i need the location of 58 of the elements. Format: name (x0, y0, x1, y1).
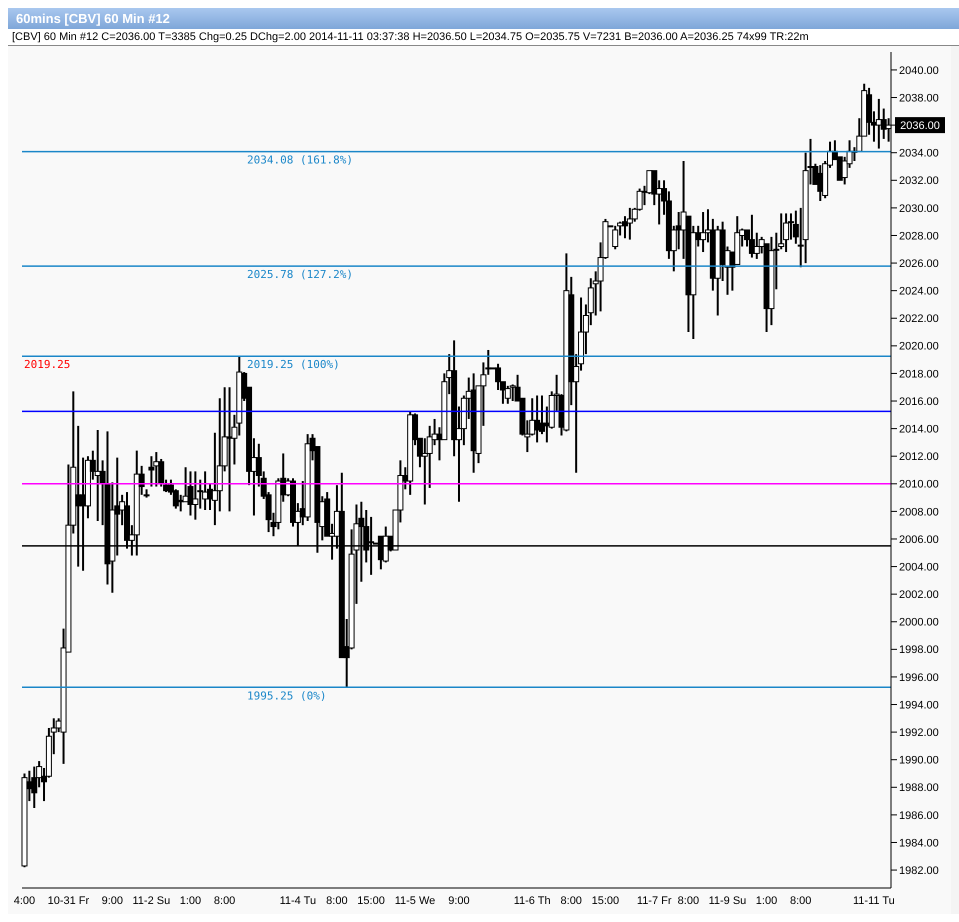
y-tick-label: 2004.00 (899, 561, 939, 574)
x-tick-label: 11-4 Tu (280, 894, 316, 907)
y-tick-label: 2034.00 (899, 148, 939, 160)
x-tick-label: 11-11 Tu (853, 894, 895, 907)
y-tick-label: 2038.00 (899, 92, 939, 104)
x-tick-label: 8:00 (790, 894, 812, 907)
ref-line-label: 1995.25 (0%) (247, 689, 326, 702)
annotation: 2019.25 (24, 358, 70, 372)
y-tick-label: 2012.00 (899, 451, 939, 464)
y-tick-label: 1996.00 (899, 672, 939, 684)
y-tick-label: 2014.00 (899, 424, 939, 436)
chart-title: 60mins [CBV] 60 Min #12 (8, 8, 959, 29)
y-tick-label: 1986.00 (899, 810, 939, 822)
x-tick-label: 11-7 Fr (636, 894, 672, 907)
y-tick-label: 2008.00 (899, 506, 939, 518)
y-tick-label: 2024.00 (899, 286, 939, 298)
x-tick-label: 4:00 (14, 894, 36, 907)
y-tick-label: 1982.00 (899, 864, 939, 877)
y-tick-label: 1988.00 (899, 782, 939, 794)
x-tick-label: 9:00 (102, 894, 124, 907)
y-tick-label: 2018.00 (899, 368, 939, 380)
y-tick-label: 2002.00 (899, 589, 939, 602)
x-tick-label: 11-9 Su (708, 894, 746, 907)
y-tick-label: 1992.00 (899, 727, 939, 740)
y-tick-label: 2032.00 (899, 175, 939, 188)
x-tick-label: 1:00 (180, 894, 202, 907)
y-tick-label: 2016.00 (899, 396, 939, 408)
x-tick-label: 8:00 (326, 894, 348, 907)
y-tick-label: 2010.00 (899, 478, 939, 491)
y-tick-label: 2020.00 (899, 340, 939, 353)
x-tick-label: 1:00 (756, 894, 778, 907)
y-tick-label: 2022.00 (899, 313, 939, 326)
ref-line-label: 2034.08 (161.8%) (247, 154, 353, 167)
y-tick-label: 2026.00 (899, 258, 939, 270)
y-tick-label: 1994.00 (899, 699, 939, 712)
y-tick-label: 2000.00 (899, 616, 939, 629)
y-tick-label: 2028.00 (899, 230, 939, 242)
x-tick-label: 9:00 (448, 894, 470, 907)
y-tick-label: 1990.00 (899, 754, 939, 767)
x-tick-label: 11-5 We (394, 894, 436, 907)
x-tick-label: 10-31 Fr (48, 894, 90, 907)
candlestick (148, 455, 154, 488)
y-tick-label: 2006.00 (899, 534, 939, 546)
x-tick-label: 8:00 (214, 894, 236, 907)
chart-subtitle: [CBV] 60 Min #12 C=2036.00 T=3385 Chg=0.25 DChg=2.00 2014-11-11 03:37:38 H=2036.50 L=2034.75 O=2035.75 V=7231 B=2036.00 A=2036.25 74x99 TR:22m (8, 29, 959, 46)
y-tick-label: 2030.00 (899, 202, 939, 215)
text: 2036.00 (900, 120, 940, 132)
ref-line-label: 2019.25 (100%) (247, 358, 340, 372)
x-tick-label: 8:00 (678, 894, 700, 907)
x-tick-label: 11-6 Th (514, 894, 551, 907)
y-tick-label: 2040.00 (899, 64, 939, 77)
ref-line-label: 2025.78 (127.2%) (247, 268, 353, 282)
y-tick-label: 1984.00 (899, 837, 939, 850)
x-tick-label: 15:00 (592, 894, 620, 907)
x-tick-label: 11-2 Su (132, 894, 170, 907)
x-tick-label: 8:00 (560, 894, 582, 907)
x-tick-label: 15:00 (357, 894, 385, 907)
y-tick-label: 1998.00 (899, 644, 939, 656)
